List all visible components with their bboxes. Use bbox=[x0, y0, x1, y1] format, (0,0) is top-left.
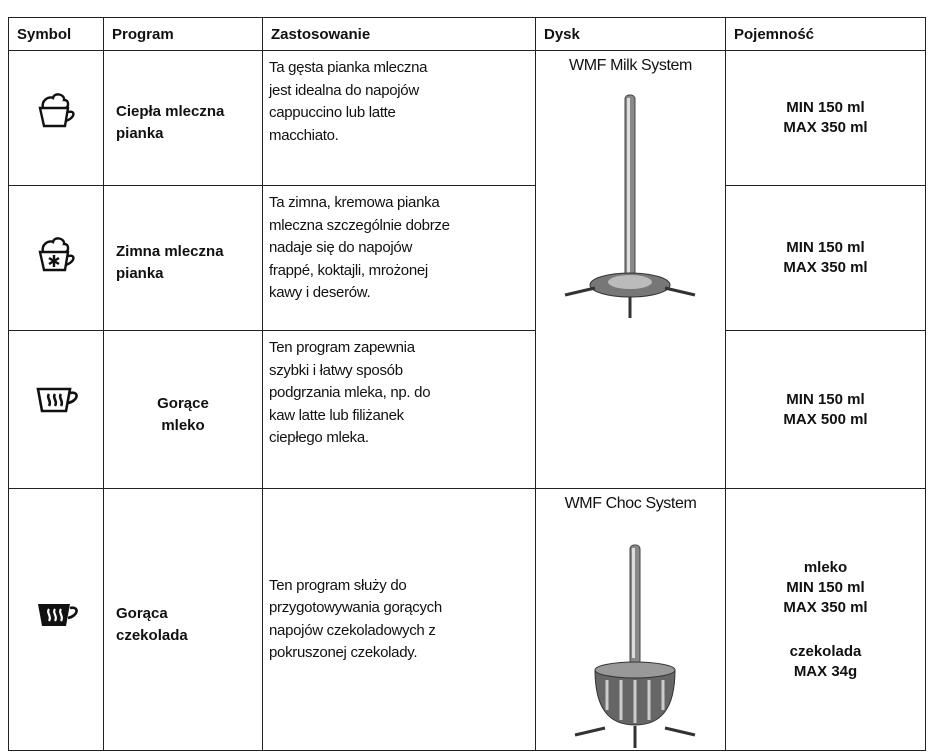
program-line: Ciepła mleczna bbox=[116, 103, 225, 120]
capacity-line: MIN 150 ml bbox=[786, 390, 865, 408]
header-cell: Dysk bbox=[535, 17, 726, 51]
program-cell: Gorąca czekolada bbox=[103, 488, 263, 751]
description-line: Ta gęsta pianka mleczna bbox=[269, 59, 428, 76]
header-text: Pojemność bbox=[734, 25, 815, 43]
description-line: przygotowywania gorących bbox=[269, 599, 442, 616]
header-cell: Zastosowanie bbox=[262, 17, 536, 51]
capacity-line: mleko bbox=[803, 558, 848, 576]
description-line: szybki i łatwy sposób bbox=[269, 361, 403, 379]
description-cell: Ta zimna, kremowa pianka mleczna szczegól… bbox=[262, 185, 536, 331]
capacity-line: MIN 150 ml bbox=[786, 239, 865, 256]
capacity-group: czekolada MAX 34g bbox=[790, 642, 862, 682]
disk-label: WMF Milk System bbox=[569, 57, 692, 74]
description-line: pokruszonej czekolady. bbox=[269, 644, 418, 661]
capacity-line: MAX 350 ml bbox=[783, 598, 868, 616]
milk-system-image bbox=[564, 94, 696, 318]
capacity-group: MIN 150 ml MAX 350 ml bbox=[783, 238, 867, 278]
program-line: Gorące bbox=[157, 394, 209, 412]
description-line: Ten program służy do bbox=[269, 576, 407, 594]
description-line: kawy i deserów. bbox=[269, 284, 371, 301]
description-line: cappuccino lub latte bbox=[269, 104, 396, 121]
capacity-line: MAX 350 ml bbox=[783, 259, 868, 276]
capacity-line: MIN 150 ml bbox=[786, 578, 865, 596]
icon-hot-chocolate bbox=[38, 604, 78, 626]
description-line: kaw latte lub filiżanek bbox=[269, 406, 404, 424]
program-line: Gorąca bbox=[116, 604, 168, 622]
description-cell: Ten program służy do przygotowywania gorą… bbox=[262, 488, 536, 751]
program-line: mleko bbox=[161, 416, 205, 434]
program-cell: Zimna mleczna pianka bbox=[103, 185, 263, 331]
header-text: Symbol bbox=[17, 25, 72, 43]
capacity-line: czekolada bbox=[789, 642, 862, 660]
capacity-cell: mleko MIN 150 ml MAX 350 ml czekolada MAX 34… bbox=[725, 488, 926, 751]
program-line: czekolada bbox=[116, 626, 188, 644]
disk-cell: WMF Choc System bbox=[535, 488, 726, 751]
program-line: Zimna mleczna bbox=[116, 243, 224, 260]
description-line: ciepłego mleka. bbox=[269, 429, 369, 446]
header-text: Zastosowanie bbox=[271, 25, 371, 43]
description-line: napojów czekoladowych z bbox=[269, 621, 436, 639]
header-cell: Symbol bbox=[8, 17, 104, 51]
icon-hot-milk bbox=[36, 387, 78, 413]
capacity-line: MAX 500 ml bbox=[783, 410, 868, 428]
description-line: frappé, koktajli, mrożonej bbox=[269, 261, 428, 279]
description-line: jest idealna do napojów bbox=[269, 81, 419, 99]
capacity-group: mleko MIN 150 ml MAX 350 ml bbox=[783, 558, 867, 618]
header-cell: Pojemność bbox=[725, 17, 926, 51]
capacity-line: MAX 350 ml bbox=[783, 119, 868, 136]
description-cell: Ten program zapewnia szybki i łatwy sposó… bbox=[262, 330, 536, 489]
description-line: mleczna szczególnie dobrze bbox=[269, 216, 450, 234]
capacity-cell: MIN 150 ml MAX 500 ml bbox=[725, 330, 926, 489]
choc-system-image bbox=[574, 544, 696, 748]
description-line: Ta zimna, kremowa pianka bbox=[269, 194, 440, 211]
capacity-group: MIN 150 ml MAX 350 ml bbox=[783, 98, 867, 138]
header-text: Program bbox=[112, 25, 174, 43]
description-line: Ten program zapewnia bbox=[269, 339, 415, 356]
capacity-line: MAX 34g bbox=[793, 662, 858, 680]
capacity-line: MIN 150 ml bbox=[786, 99, 865, 116]
description-line: podgrzania mleka, np. do bbox=[269, 384, 431, 401]
program-cell: Ciepła mleczna pianka bbox=[103, 50, 263, 186]
icon-cold-foam bbox=[38, 237, 75, 272]
header-cell: Program bbox=[103, 17, 263, 51]
program-cell: Gorące mleko bbox=[103, 330, 263, 489]
description-line: macchiato. bbox=[269, 126, 339, 144]
capacity-group: MIN 150 ml MAX 500 ml bbox=[783, 390, 867, 430]
capacity-cell: MIN 150 ml MAX 350 ml bbox=[725, 50, 926, 186]
icon-warm-foam bbox=[38, 93, 75, 128]
description-cell: Ta gęsta pianka mleczna jest idealna do n… bbox=[262, 50, 536, 186]
program-line: pianka bbox=[116, 125, 164, 142]
capacity-cell: MIN 150 ml MAX 350 ml bbox=[725, 185, 926, 331]
disk-label: WMF Choc System bbox=[564, 495, 697, 512]
program-line: pianka bbox=[116, 265, 164, 282]
header-text: Dysk bbox=[544, 25, 580, 43]
description-line: nadaje się do napojów bbox=[269, 239, 412, 256]
